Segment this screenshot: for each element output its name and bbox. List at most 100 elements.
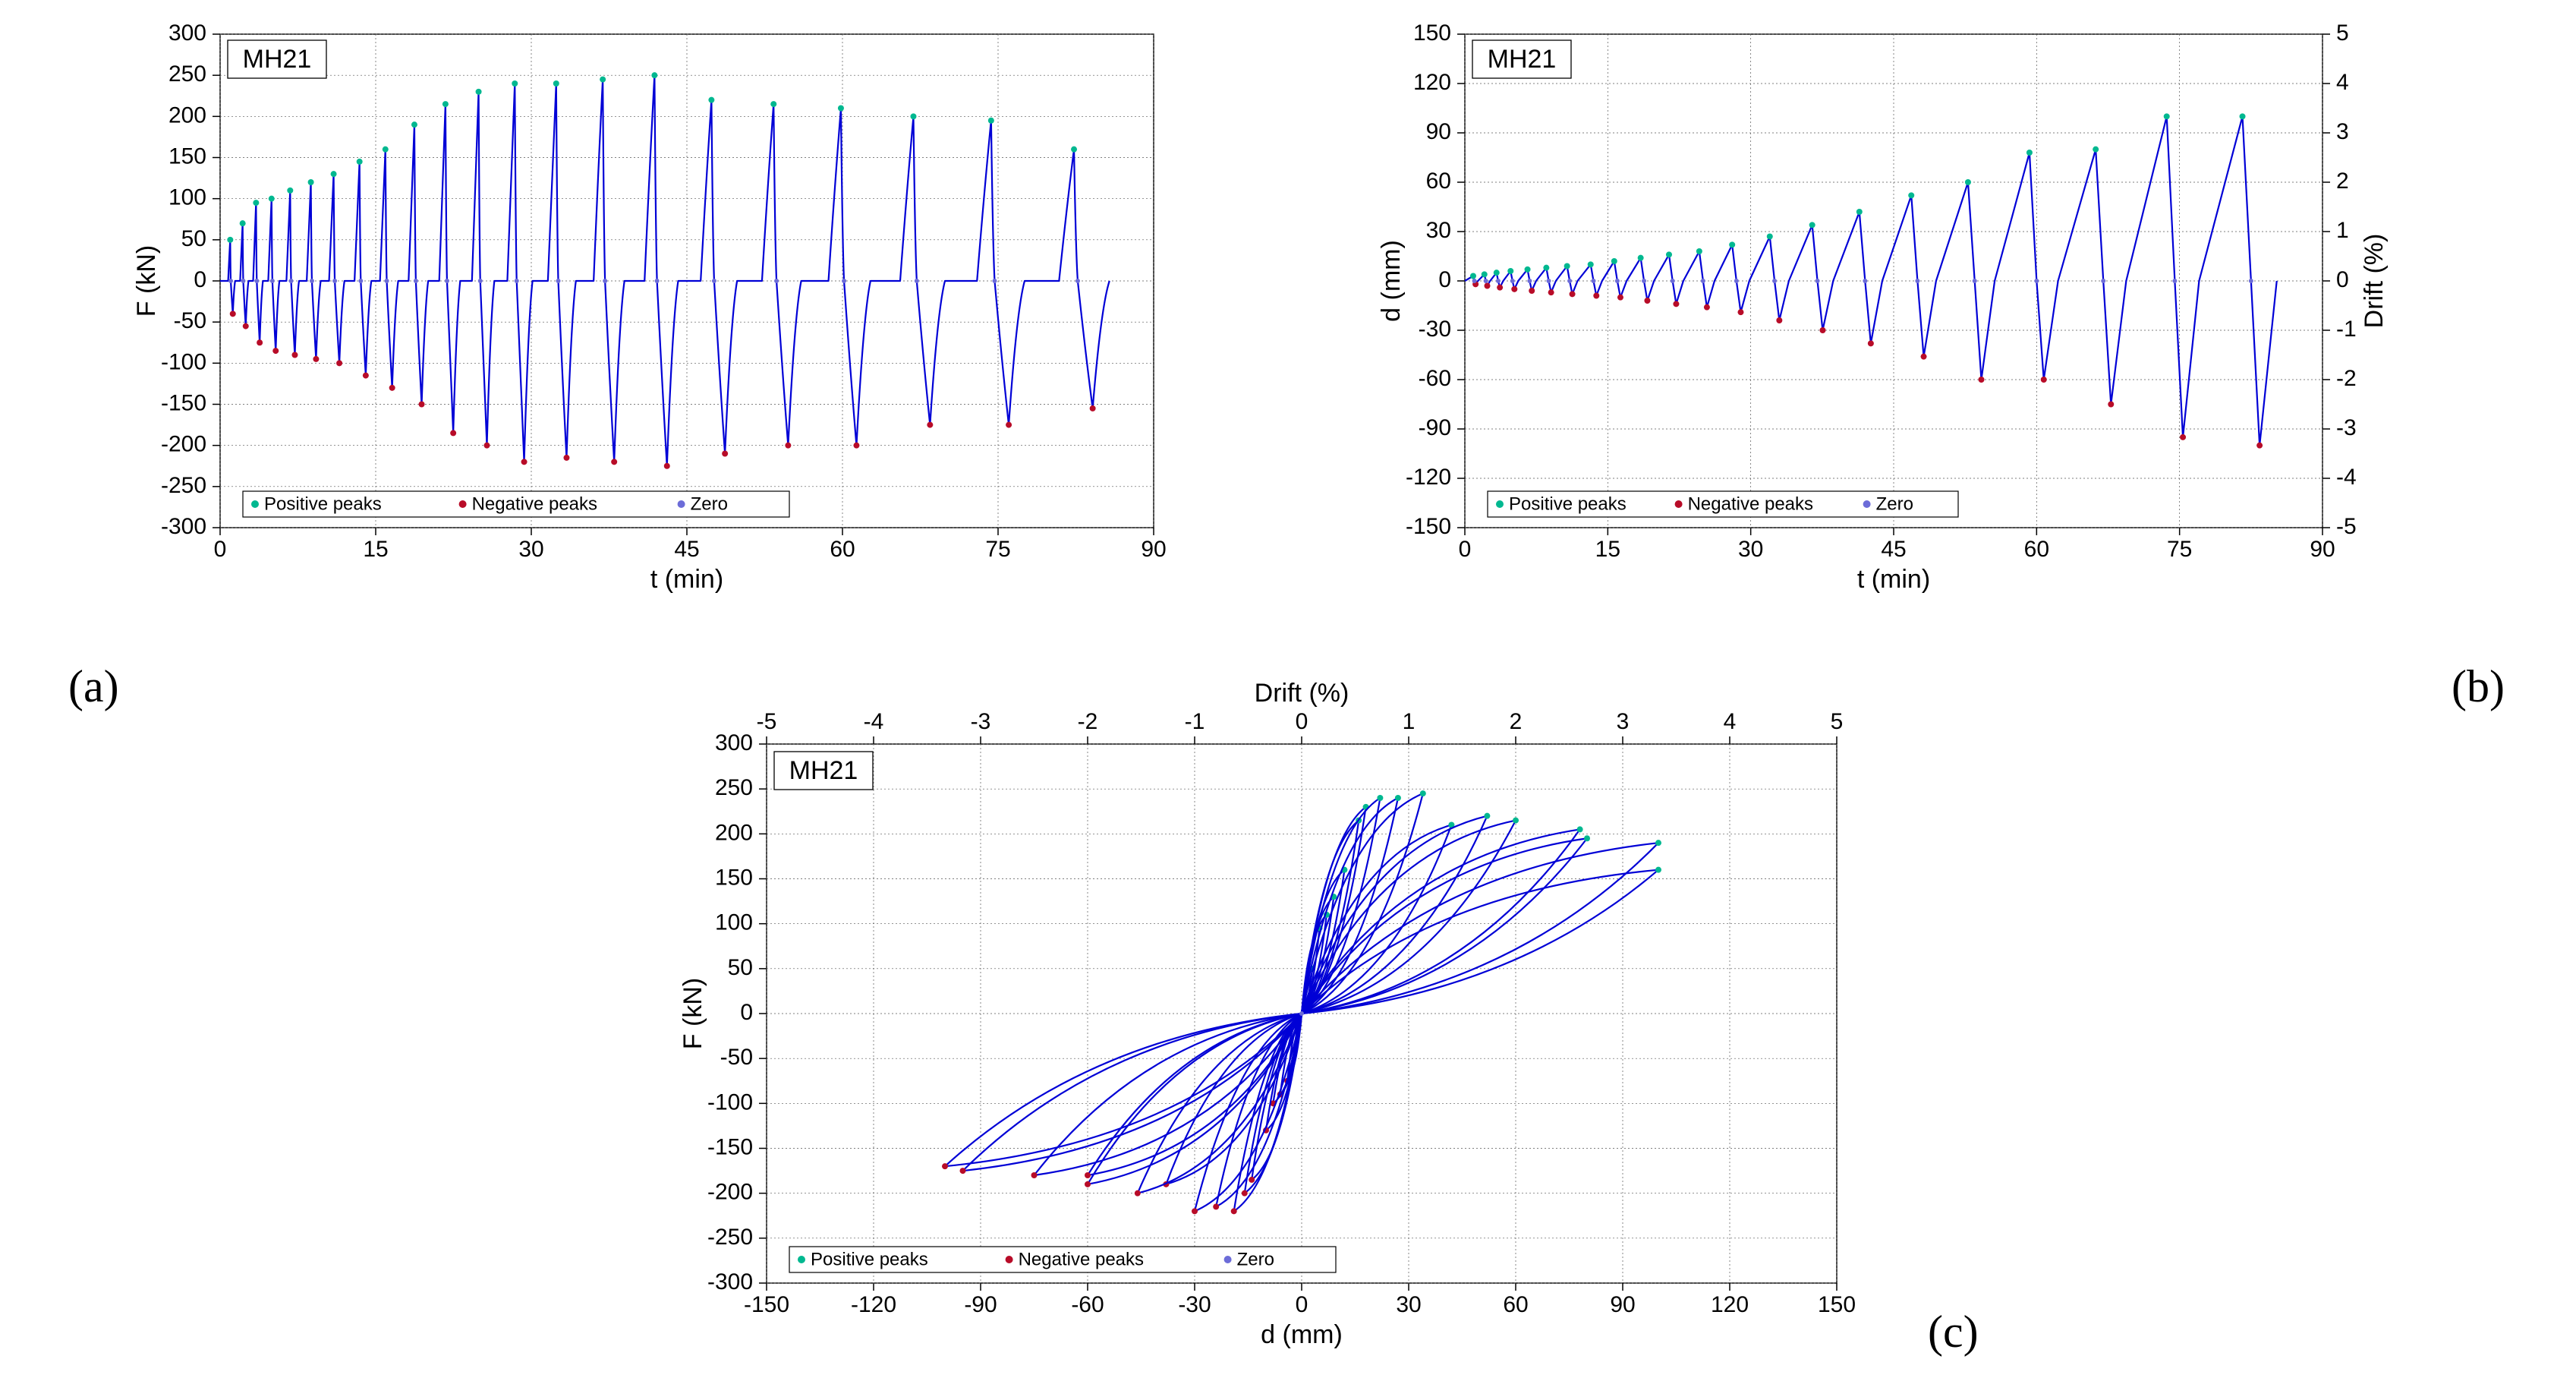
svg-text:-4: -4 <box>2336 465 2357 490</box>
svg-text:-300: -300 <box>161 514 206 539</box>
svg-text:0: 0 <box>740 1000 753 1025</box>
svg-text:200: 200 <box>168 102 206 128</box>
svg-text:MH21: MH21 <box>1488 45 1557 74</box>
svg-text:-5: -5 <box>757 709 777 734</box>
label-c: (c) <box>1928 1306 1979 1358</box>
svg-text:Zero: Zero <box>691 493 728 514</box>
svg-text:-3: -3 <box>2336 415 2357 440</box>
svg-text:-150: -150 <box>1406 514 1451 539</box>
svg-text:t (min): t (min) <box>1857 565 1930 594</box>
page-root: 0153045607590-300-250-200-150-100-500501… <box>0 0 2576 1400</box>
svg-text:5: 5 <box>1831 709 1844 734</box>
svg-text:150: 150 <box>168 143 206 169</box>
svg-text:45: 45 <box>1881 537 1906 562</box>
svg-text:F (kN): F (kN) <box>132 245 161 317</box>
svg-text:100: 100 <box>168 185 206 210</box>
svg-text:0: 0 <box>1459 537 1472 562</box>
svg-text:-60: -60 <box>1071 1292 1104 1317</box>
svg-text:60: 60 <box>2024 537 2049 562</box>
svg-text:-120: -120 <box>1406 465 1451 490</box>
svg-text:Zero: Zero <box>1876 493 1913 514</box>
svg-text:Negative peaks: Negative peaks <box>1019 1249 1144 1269</box>
svg-text:75: 75 <box>2167 537 2192 562</box>
svg-text:30: 30 <box>518 537 543 562</box>
svg-text:d (mm): d (mm) <box>1261 1320 1343 1349</box>
svg-text:-60: -60 <box>1419 366 1451 391</box>
svg-text:90: 90 <box>2310 537 2335 562</box>
svg-text:200: 200 <box>715 820 753 845</box>
svg-text:-4: -4 <box>864 709 884 734</box>
chart-c: -150-120-90-60-300306090120150-300-250-2… <box>653 661 1882 1374</box>
svg-text:t (min): t (min) <box>650 565 723 594</box>
svg-text:-200: -200 <box>161 432 206 457</box>
panel-b: 0153045607590-150-120-90-60-300306090120… <box>1366 19 2421 604</box>
svg-text:90: 90 <box>1610 1292 1635 1317</box>
svg-text:30: 30 <box>1738 537 1763 562</box>
svg-text:-100: -100 <box>707 1089 753 1115</box>
svg-text:0: 0 <box>1296 709 1308 734</box>
svg-text:MH21: MH21 <box>243 45 312 74</box>
svg-text:60: 60 <box>830 537 855 562</box>
svg-text:-200: -200 <box>707 1180 753 1205</box>
svg-text:150: 150 <box>715 865 753 890</box>
svg-text:5: 5 <box>2336 20 2349 46</box>
svg-text:-150: -150 <box>744 1292 789 1317</box>
svg-text:-120: -120 <box>851 1292 896 1317</box>
chart-a: 0153045607590-300-250-200-150-100-500501… <box>121 19 1176 604</box>
svg-text:300: 300 <box>168 20 206 46</box>
svg-text:-2: -2 <box>2336 366 2357 391</box>
svg-text:4: 4 <box>2336 70 2349 95</box>
svg-text:100: 100 <box>715 910 753 935</box>
label-a: (a) <box>68 661 119 713</box>
svg-text:90: 90 <box>1426 119 1451 144</box>
svg-text:150: 150 <box>1818 1292 1856 1317</box>
svg-text:-3: -3 <box>971 709 991 734</box>
svg-text:60: 60 <box>1426 169 1451 194</box>
svg-text:Drift (%): Drift (%) <box>1255 679 1349 708</box>
svg-text:75: 75 <box>985 537 1010 562</box>
panel-a: 0153045607590-300-250-200-150-100-500501… <box>121 19 1176 604</box>
svg-text:300: 300 <box>715 730 753 755</box>
svg-text:4: 4 <box>1724 709 1737 734</box>
svg-text:-30: -30 <box>1419 317 1451 342</box>
svg-text:0: 0 <box>194 267 206 292</box>
svg-text:-50: -50 <box>720 1045 753 1070</box>
svg-text:-90: -90 <box>964 1292 997 1317</box>
svg-text:-90: -90 <box>1419 415 1451 440</box>
svg-text:120: 120 <box>1711 1292 1749 1317</box>
svg-text:0: 0 <box>1438 267 1451 292</box>
svg-text:-50: -50 <box>174 308 206 333</box>
svg-text:15: 15 <box>1595 537 1620 562</box>
svg-text:1: 1 <box>2336 218 2349 243</box>
svg-text:1: 1 <box>1403 709 1416 734</box>
svg-text:Positive peaks: Positive peaks <box>811 1249 928 1269</box>
svg-text:90: 90 <box>1141 537 1166 562</box>
svg-text:3: 3 <box>2336 119 2349 144</box>
svg-text:60: 60 <box>1503 1292 1528 1317</box>
svg-text:0: 0 <box>214 537 227 562</box>
svg-text:50: 50 <box>728 955 753 980</box>
svg-text:Positive peaks: Positive peaks <box>264 493 382 514</box>
svg-text:2: 2 <box>1510 709 1523 734</box>
svg-text:15: 15 <box>363 537 388 562</box>
svg-text:45: 45 <box>674 537 699 562</box>
svg-text:Negative peaks: Negative peaks <box>1688 493 1813 514</box>
svg-text:-250: -250 <box>707 1225 753 1250</box>
svg-text:250: 250 <box>715 775 753 800</box>
svg-text:0: 0 <box>1296 1292 1308 1317</box>
svg-text:-1: -1 <box>1185 709 1205 734</box>
svg-text:120: 120 <box>1413 70 1451 95</box>
svg-text:MH21: MH21 <box>789 756 858 785</box>
svg-text:F (kN): F (kN) <box>679 978 707 1049</box>
chart-b: 0153045607590-150-120-90-60-300306090120… <box>1366 19 2421 604</box>
svg-text:-150: -150 <box>707 1134 753 1159</box>
svg-text:Drift (%): Drift (%) <box>2360 234 2389 329</box>
svg-text:150: 150 <box>1413 20 1451 46</box>
svg-text:-150: -150 <box>161 390 206 415</box>
svg-text:-300: -300 <box>707 1269 753 1294</box>
svg-text:-1: -1 <box>2336 317 2357 342</box>
svg-text:30: 30 <box>1396 1292 1421 1317</box>
svg-text:30: 30 <box>1426 218 1451 243</box>
svg-text:0: 0 <box>2336 267 2349 292</box>
svg-text:Positive peaks: Positive peaks <box>1509 493 1627 514</box>
